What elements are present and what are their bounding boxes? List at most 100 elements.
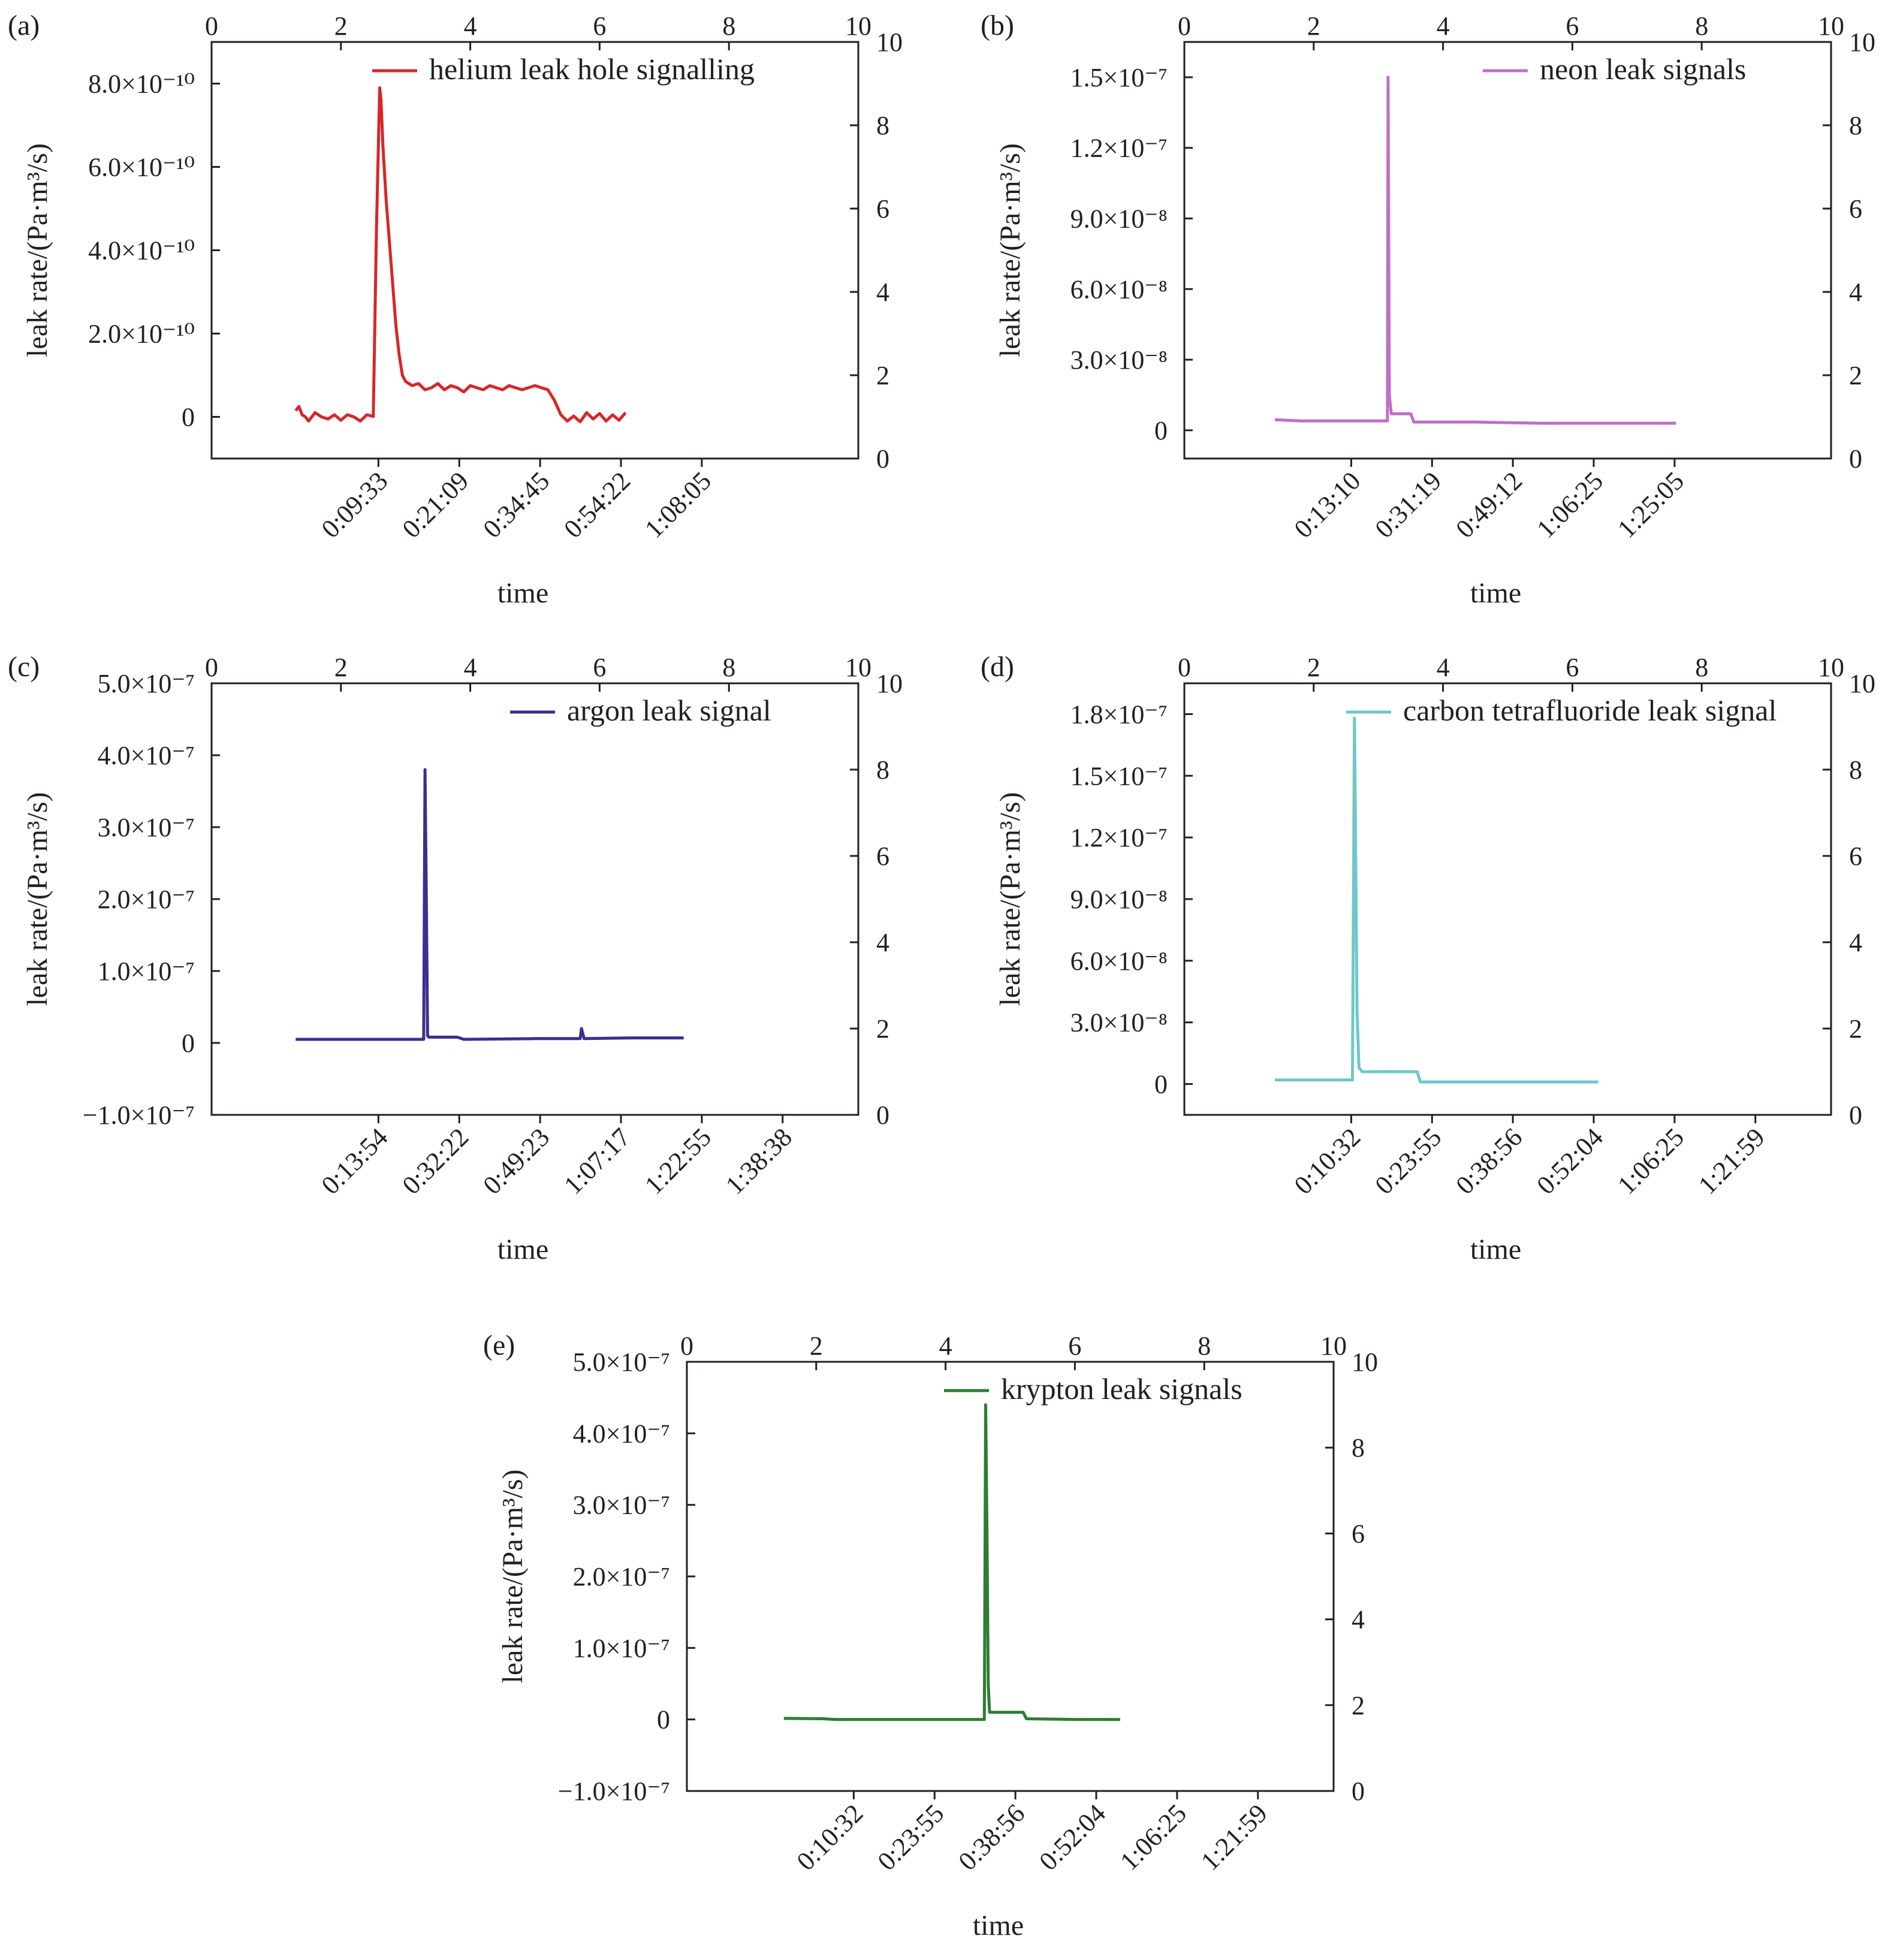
panel-letter: (b) <box>981 10 1014 41</box>
y-tick-label: 1.2×10⁻⁷ <box>1070 134 1168 163</box>
panel-letter: (e) <box>483 1329 515 1361</box>
panel-letter: (c) <box>8 651 40 683</box>
right-tick-label: 4 <box>1352 1605 1365 1635</box>
x-tick-label: 1:06:25 <box>1114 1798 1192 1876</box>
x-tick-label: 0:13:54 <box>316 1122 394 1200</box>
x-tick-label: 1:21:59 <box>1195 1798 1273 1876</box>
legend-label: argon leak signal <box>567 693 771 727</box>
top-tick-label: 2 <box>1307 11 1320 41</box>
top-tick-label: 10 <box>845 11 871 41</box>
y-tick-label: 6.0×10⁻¹⁰ <box>88 153 195 182</box>
right-tick-label: 10 <box>1849 669 1875 698</box>
top-tick-label: 0 <box>680 1331 693 1361</box>
y-tick-label: 1.8×10⁻⁷ <box>1070 699 1168 729</box>
y-tick-label: 5.0×10⁻⁷ <box>98 669 195 698</box>
y-tick-label: 9.0×10⁻⁸ <box>1070 204 1168 233</box>
right-tick-label: 0 <box>876 444 889 474</box>
right-tick-label: 4 <box>876 928 889 957</box>
y-tick-label: −1.0×10⁻⁷ <box>83 1100 195 1130</box>
right-tick-label: 10 <box>1849 28 1875 57</box>
chart-panel-d: (d) 0 2 4 6 8 10 0 2 4 6 8 10 0 3.0×10⁻⁸ 6.0×10⁻⁸ 9.0×10… <box>981 651 1875 1265</box>
panel-letter: (d) <box>981 651 1014 683</box>
right-tick-label: 6 <box>1352 1519 1365 1548</box>
right-tick-label: 4 <box>1849 928 1862 957</box>
x-tick-label: 0:23:55 <box>872 1798 950 1876</box>
top-tick-label: 0 <box>1178 11 1191 41</box>
top-tick-label: 6 <box>593 653 606 682</box>
legend-label: carbon tetrafluoride leak signal <box>1403 693 1777 727</box>
y-tick-label: 2.0×10⁻⁷ <box>573 1562 670 1591</box>
x-axis-label: time <box>1470 577 1521 609</box>
top-tick-label: 2 <box>334 653 348 682</box>
legend-label: krypton leak signals <box>1001 1372 1242 1406</box>
series-line <box>1275 716 1599 1084</box>
right-tick-label: 6 <box>876 842 889 871</box>
right-tick-label: 8 <box>876 755 889 785</box>
top-tick-label: 10 <box>1818 653 1844 682</box>
x-tick-label: 1:38:38 <box>720 1122 798 1200</box>
y-tick-label: 1.0×10⁻⁷ <box>573 1633 670 1663</box>
x-tick-label: 0:38:56 <box>952 1798 1030 1876</box>
chart-panel-a: (a) 0 2 4 6 8 10 0 2 4 6 8 10 0 2.0×10⁻¹⁰ 4.0×10⁻¹⁰ 6.0×… <box>8 10 903 609</box>
x-tick-label: 0:10:32 <box>1289 1122 1367 1200</box>
y-tick-label: 8.0×10⁻¹⁰ <box>88 70 195 99</box>
right-tick-label: 2 <box>1849 361 1862 390</box>
y-tick-label: 6.0×10⁻⁸ <box>1070 946 1168 976</box>
chart-panel-c: (c) 0 2 4 6 8 10 0 2 4 6 8 10 −1.0×10⁻⁷ 0 1.0×10⁻⁷ 2.0×1… <box>8 651 903 1265</box>
series-line <box>1274 76 1676 425</box>
plot-frame <box>210 682 859 1116</box>
x-tick-label: 1:06:25 <box>1531 466 1609 544</box>
legend-label: helium leak hole signalling <box>429 52 755 86</box>
right-tick-label: 2 <box>876 361 889 390</box>
top-tick-label: 8 <box>1695 11 1708 41</box>
right-tick-label: 0 <box>1352 1777 1365 1806</box>
right-tick-label: 6 <box>876 194 889 224</box>
right-tick-label: 8 <box>1849 111 1862 140</box>
panel-letter: (a) <box>8 10 40 41</box>
x-tick-label: 0:09:33 <box>316 466 394 544</box>
plot-frame <box>686 1361 1335 1792</box>
y-tick-label: −1.0×10⁻⁷ <box>558 1777 670 1806</box>
top-tick-label: 0 <box>205 11 218 41</box>
y-axis-label: leak rate/(Pa·m³/s) <box>497 1470 529 1684</box>
right-tick-label: 8 <box>1352 1433 1365 1463</box>
plot-frame <box>210 41 859 460</box>
top-tick-label: 8 <box>722 11 735 41</box>
y-tick-label: 0 <box>657 1705 670 1735</box>
right-tick-label: 10 <box>876 28 903 57</box>
series-line <box>783 1403 1120 1721</box>
right-tick-label: 10 <box>1352 1347 1378 1377</box>
y-axis-label: leak rate/(Pa·m³/s) <box>22 792 53 1006</box>
top-tick-label: 10 <box>1320 1331 1347 1361</box>
x-axis-label: time <box>497 1234 548 1265</box>
chart-panel-b: (b) 0 2 4 6 8 10 0 2 4 6 8 10 0 3.0×10⁻⁸ 6.0×10⁻⁸ 9.0×10… <box>981 10 1875 609</box>
y-tick-label: 4.0×10⁻⁷ <box>573 1419 670 1448</box>
x-axis-label: time <box>1470 1234 1521 1265</box>
series-line <box>295 768 684 1041</box>
top-tick-label: 4 <box>1437 653 1450 682</box>
right-tick-label: 4 <box>876 278 889 307</box>
x-tick-label: 1:21:59 <box>1693 1122 1771 1200</box>
x-tick-label: 1:25:05 <box>1612 466 1690 544</box>
top-tick-label: 4 <box>1437 11 1450 41</box>
y-tick-label: 2.0×10⁻⁷ <box>98 885 195 914</box>
top-tick-label: 2 <box>1307 653 1320 682</box>
top-tick-label: 6 <box>1068 1331 1081 1361</box>
y-tick-label: 0 <box>1154 1070 1168 1099</box>
y-tick-label: 3.0×10⁻⁷ <box>573 1491 670 1520</box>
top-tick-label: 10 <box>845 653 871 682</box>
y-tick-label: 1.5×10⁻⁷ <box>1070 63 1168 92</box>
chart-panel-e: (e) 0 2 4 6 8 10 0 2 4 6 8 10 −1.0×10⁻⁷ 0 1.0×10⁻⁷ 2.0×1… <box>483 1329 1378 1941</box>
top-tick-label: 8 <box>1695 653 1708 682</box>
plot-frame <box>1183 682 1832 1116</box>
right-tick-label: 0 <box>1849 444 1862 474</box>
plot-frame <box>1183 41 1832 460</box>
x-tick-label: 0:31:19 <box>1370 466 1447 544</box>
top-tick-label: 2 <box>334 11 348 41</box>
x-tick-label: 0:21:09 <box>397 466 475 544</box>
y-tick-label: 3.0×10⁻⁷ <box>98 813 195 842</box>
legend-label: neon leak signals <box>1540 52 1746 86</box>
right-tick-label: 0 <box>876 1100 889 1130</box>
y-tick-label: 1.5×10⁻⁷ <box>1070 761 1168 791</box>
